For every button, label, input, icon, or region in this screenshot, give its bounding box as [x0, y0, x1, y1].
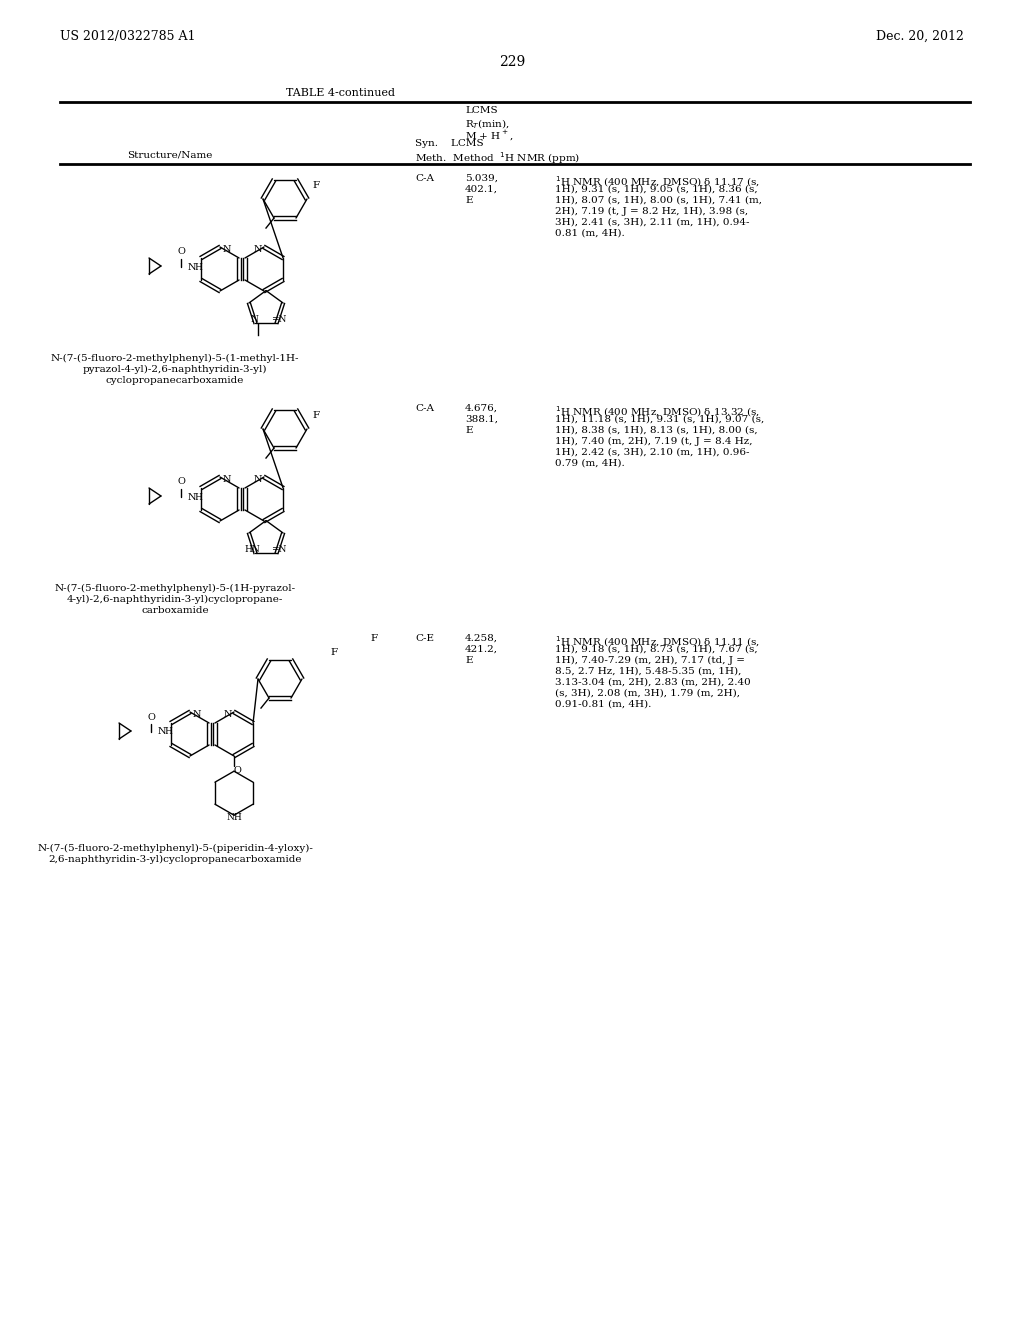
Text: N: N	[250, 315, 258, 323]
Text: 1H), 11.18 (s, 1H), 9.31 (s, 1H), 9.07 (s,: 1H), 11.18 (s, 1H), 9.31 (s, 1H), 9.07 (…	[555, 414, 764, 424]
Text: $^1$H NMR (400 MHz, DMSO) δ 13.32 (s,: $^1$H NMR (400 MHz, DMSO) δ 13.32 (s,	[555, 404, 760, 418]
Text: 402.1,: 402.1,	[465, 185, 498, 194]
Text: 0.79 (m, 4H).: 0.79 (m, 4H).	[555, 459, 625, 469]
Text: H: H	[165, 727, 172, 737]
Text: O: O	[147, 713, 155, 722]
Text: F: F	[330, 648, 337, 657]
Text: 0.81 (m, 4H).: 0.81 (m, 4H).	[555, 228, 625, 238]
Text: N: N	[253, 475, 262, 483]
Text: E: E	[465, 426, 472, 436]
Text: 4.258,: 4.258,	[465, 634, 498, 643]
Text: R$_T$(min),: R$_T$(min),	[465, 117, 510, 131]
Text: 5.039,: 5.039,	[465, 174, 498, 183]
Text: N: N	[193, 710, 201, 718]
Text: =N: =N	[271, 315, 287, 323]
Text: carboxamide: carboxamide	[141, 606, 209, 615]
Text: cyclopropanecarboxamide: cyclopropanecarboxamide	[105, 376, 244, 385]
Text: 1H), 7.40 (m, 2H), 7.19 (t, J = 8.4 Hz,: 1H), 7.40 (m, 2H), 7.19 (t, J = 8.4 Hz,	[555, 437, 753, 446]
Text: Dec. 20, 2012: Dec. 20, 2012	[877, 30, 964, 44]
Text: =N: =N	[271, 545, 287, 554]
Text: C-E: C-E	[415, 634, 434, 643]
Text: 1H), 7.40-7.29 (m, 2H), 7.17 (td, J =: 1H), 7.40-7.29 (m, 2H), 7.17 (td, J =	[555, 656, 745, 665]
Text: E: E	[465, 195, 472, 205]
Text: C-A: C-A	[415, 174, 434, 183]
Text: N: N	[187, 492, 196, 502]
Text: 421.2,: 421.2,	[465, 645, 498, 653]
Text: 1H), 8.38 (s, 1H), 8.13 (s, 1H), 8.00 (s,: 1H), 8.38 (s, 1H), 8.13 (s, 1H), 8.00 (s…	[555, 426, 758, 436]
Text: 229: 229	[499, 55, 525, 69]
Text: N: N	[158, 727, 166, 737]
Text: 1H), 2.42 (s, 3H), 2.10 (m, 1H), 0.96-: 1H), 2.42 (s, 3H), 2.10 (m, 1H), 0.96-	[555, 447, 750, 457]
Text: N: N	[222, 244, 230, 253]
Text: 1H), 9.18 (s, 1H), 8.73 (s, 1H), 7.67 (s,: 1H), 9.18 (s, 1H), 8.73 (s, 1H), 7.67 (s…	[555, 645, 758, 653]
Text: N-(7-(5-fluoro-2-methylphenyl)-5-(piperidin-4-yloxy)-: N-(7-(5-fluoro-2-methylphenyl)-5-(piperi…	[37, 843, 313, 853]
Text: 388.1,: 388.1,	[465, 414, 498, 424]
Text: O: O	[177, 478, 185, 487]
Text: TABLE 4-continued: TABLE 4-continued	[286, 88, 394, 98]
Text: $^1$H NMR (400 MHz, DMSO) δ 11.17 (s,: $^1$H NMR (400 MHz, DMSO) δ 11.17 (s,	[555, 174, 760, 189]
Text: F: F	[370, 634, 377, 643]
Text: 2H), 7.19 (t, J = 8.2 Hz, 1H), 3.98 (s,: 2H), 7.19 (t, J = 8.2 Hz, 1H), 3.98 (s,	[555, 207, 749, 216]
Text: N: N	[222, 475, 230, 483]
Text: 4.676,: 4.676,	[465, 404, 498, 413]
Text: N-(7-(5-fluoro-2-methylphenyl)-5-(1-methyl-1H-: N-(7-(5-fluoro-2-methylphenyl)-5-(1-meth…	[51, 354, 299, 363]
Text: N: N	[223, 710, 231, 718]
Text: M + H$^+$,: M + H$^+$,	[465, 128, 513, 141]
Text: N: N	[187, 263, 196, 272]
Text: O: O	[177, 248, 185, 256]
Text: Syn.    LCMS: Syn. LCMS	[415, 139, 483, 148]
Text: Meth.  Method  $^1$H NMR (ppm): Meth. Method $^1$H NMR (ppm)	[415, 150, 581, 166]
Text: 3.13-3.04 (m, 2H), 2.83 (m, 2H), 2.40: 3.13-3.04 (m, 2H), 2.83 (m, 2H), 2.40	[555, 678, 751, 686]
Text: N: N	[253, 244, 262, 253]
Text: 1H), 8.07 (s, 1H), 8.00 (s, 1H), 7.41 (m,: 1H), 8.07 (s, 1H), 8.00 (s, 1H), 7.41 (m…	[555, 195, 762, 205]
Text: H: H	[195, 492, 203, 502]
Text: $^1$H NMR (400 MHz, DMSO) δ 11.11 (s,: $^1$H NMR (400 MHz, DMSO) δ 11.11 (s,	[555, 634, 760, 648]
Text: NH: NH	[226, 813, 242, 821]
Text: Structure/Name: Structure/Name	[127, 150, 213, 158]
Text: H: H	[195, 263, 203, 272]
Text: 8.5, 2.7 Hz, 1H), 5.48-5.35 (m, 1H),: 8.5, 2.7 Hz, 1H), 5.48-5.35 (m, 1H),	[555, 667, 741, 676]
Text: LCMS: LCMS	[465, 106, 498, 115]
Text: 4-yl)-2,6-naphthyridin-3-yl)cyclopropane-: 4-yl)-2,6-naphthyridin-3-yl)cyclopropane…	[67, 595, 284, 605]
Text: O: O	[233, 766, 241, 775]
Text: US 2012/0322785 A1: US 2012/0322785 A1	[60, 30, 196, 44]
Text: E: E	[465, 656, 472, 665]
Text: C-A: C-A	[415, 404, 434, 413]
Text: N-(7-(5-fluoro-2-methylphenyl)-5-(1H-pyrazol-: N-(7-(5-fluoro-2-methylphenyl)-5-(1H-pyr…	[54, 583, 296, 593]
Text: 3H), 2.41 (s, 3H), 2.11 (m, 1H), 0.94-: 3H), 2.41 (s, 3H), 2.11 (m, 1H), 0.94-	[555, 218, 750, 227]
Text: 2,6-naphthyridin-3-yl)cyclopropanecarboxamide: 2,6-naphthyridin-3-yl)cyclopropanecarbox…	[48, 855, 302, 865]
Text: HN: HN	[244, 545, 260, 554]
Text: 1H), 9.31 (s, 1H), 9.05 (s, 1H), 8.36 (s,: 1H), 9.31 (s, 1H), 9.05 (s, 1H), 8.36 (s…	[555, 185, 758, 194]
Text: F: F	[312, 181, 319, 190]
Text: pyrazol-4-yl)-2,6-naphthyridin-3-yl): pyrazol-4-yl)-2,6-naphthyridin-3-yl)	[83, 366, 267, 374]
Text: F: F	[312, 412, 319, 420]
Text: (s, 3H), 2.08 (m, 3H), 1.79 (m, 2H),: (s, 3H), 2.08 (m, 3H), 1.79 (m, 2H),	[555, 689, 740, 698]
Text: 0.91-0.81 (m, 4H).: 0.91-0.81 (m, 4H).	[555, 700, 651, 709]
